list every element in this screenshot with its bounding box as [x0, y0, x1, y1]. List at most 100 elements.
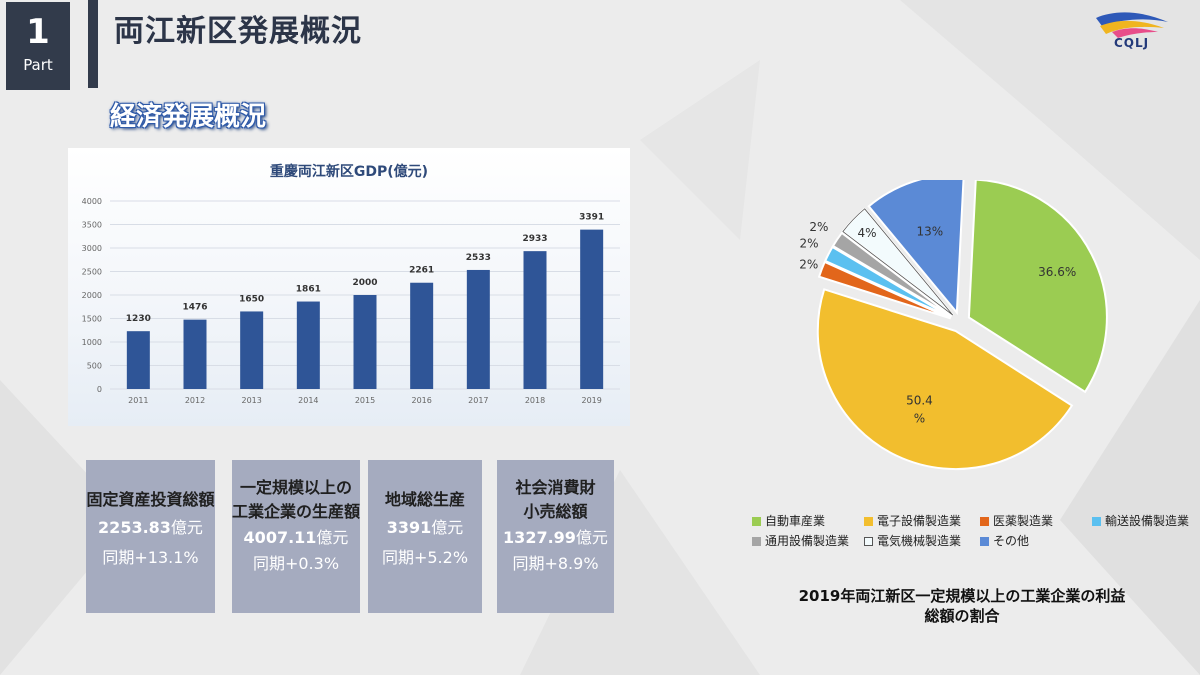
x-tick-label: 2011 [128, 396, 148, 405]
legend-item: 通用設備製造業 [752, 532, 849, 549]
pie-slice [823, 245, 952, 319]
y-tick-label: 3000 [82, 244, 102, 253]
bar [580, 229, 604, 389]
x-tick-label: 2013 [241, 396, 261, 405]
stat-label: 小売総額 [523, 502, 588, 521]
legend-swatch [980, 537, 989, 546]
pie-slice-label: 2% [809, 220, 828, 234]
legend-label: 電子設備製造業 [877, 514, 962, 528]
logo-icon [1096, 12, 1168, 38]
stat-retail-sales: 社会消費財 小売総額 1327.99億元 同期+8.9% [497, 460, 614, 613]
stat-label: 社会消費財 [515, 478, 596, 497]
bar [183, 319, 207, 389]
x-tick-label: 2014 [298, 396, 318, 405]
x-tick-label: 2015 [355, 396, 375, 405]
legend-item: 自動車産業 [752, 512, 825, 529]
y-tick-label: 3500 [82, 221, 102, 230]
stat-change: 同期+0.3% [252, 554, 340, 573]
section-title: 経済発展概況 [110, 102, 267, 132]
legend-swatch [752, 537, 761, 546]
pie-caption-line: 2019年両江新区一定規模以上の工業企業の利益 [798, 587, 1126, 605]
bar-data-label: 2000 [352, 278, 377, 288]
legend-item: その他 [980, 532, 1029, 549]
stat-industrial-output: 一定規模以上の 工業企業の生産額 4007.11億元 同期+0.3% [232, 460, 360, 613]
y-tick-label: 500 [87, 362, 102, 371]
pie-caption: 2019年両江新区一定規模以上の工業企業の利益 総額の割合 [770, 586, 1154, 626]
stat-regional-gdp: 地域総生産 3391億元 同期+5.2% [368, 460, 482, 613]
stat-change: 同期+5.2% [381, 548, 469, 567]
bar-data-label: 1650 [239, 294, 264, 304]
x-tick-label: 2019 [581, 396, 601, 405]
bar-data-label: 1476 [182, 303, 207, 313]
pie-slice [831, 231, 953, 318]
y-tick-label: 2500 [82, 268, 102, 277]
y-tick-label: 1000 [82, 338, 102, 347]
bar-data-label: 1230 [126, 314, 151, 324]
title-divider [88, 0, 98, 88]
bar [296, 301, 320, 389]
pie-slice [817, 260, 952, 320]
pie-slice-label: 2% [799, 237, 818, 251]
y-tick-label: 4000 [82, 197, 102, 206]
stat-value: 4007.11億元 [243, 528, 349, 547]
stat-fixed-investment: 固定資産投資総額 2253.83億元 同期+13.1% [86, 460, 215, 613]
bar [240, 311, 264, 389]
stat-change: 同期+13.1% [102, 548, 199, 567]
profit-pie-chart: 36.6% 50.4% 2% 2% 2% 4% 13% [799, 180, 1108, 471]
bar [353, 295, 377, 389]
pie-slice-label: % [914, 412, 925, 426]
bar-data-label: 1861 [296, 285, 321, 295]
legend-label: 通用設備製造業 [765, 534, 850, 548]
pie-slice [816, 288, 1074, 471]
legend-label: 医薬製造業 [993, 514, 1054, 528]
stat-value: 3391億元 [386, 518, 464, 537]
pie-slice-label: 36.6% [1038, 265, 1076, 279]
pie-slice-label: 4% [858, 226, 877, 240]
legend-item: 医薬製造業 [980, 512, 1053, 529]
pie-slice [867, 180, 965, 316]
bar [523, 251, 547, 389]
y-tick-label: 0 [97, 385, 102, 394]
legend-swatch [980, 517, 989, 526]
legend-label: 自動車産業 [765, 514, 826, 528]
x-tick-label: 2018 [525, 396, 545, 405]
stat-label: 地域総生産 [384, 490, 465, 509]
legend-swatch [864, 537, 873, 546]
legend-label: その他 [993, 534, 1030, 548]
pie-slice-outline [842, 208, 954, 316]
legend-label: 輸送設備製造業 [1105, 514, 1190, 528]
legend-label: 電気機械製造業 [877, 534, 962, 548]
bar [466, 269, 490, 389]
legend-item: 電気機械製造業 [864, 532, 961, 549]
gdp-bar-chart: 重慶両江新区GDP(億元) 0 500 1000 1500 2000 2500 3000 350… [68, 148, 630, 426]
part-badge: 1 Part [6, 2, 70, 90]
bar [410, 282, 434, 389]
legend-item: 輸送設備製造業 [1092, 512, 1189, 529]
stat-change: 同期+8.9% [512, 554, 599, 573]
pie-slice-label: 13% [916, 224, 943, 238]
bar-data-label: 2261 [409, 266, 434, 276]
legend-swatch [752, 517, 761, 526]
chart-title: 重慶両江新区GDP(億元) [270, 163, 428, 180]
y-tick-label: 2000 [82, 291, 102, 300]
stat-value: 1327.99億元 [503, 528, 608, 547]
bar [126, 331, 150, 389]
logo-text: CQLJ [1114, 36, 1150, 50]
page-title: 両江新区発展概況 [114, 14, 362, 49]
y-tick-label: 1500 [82, 315, 102, 324]
stat-value: 2253.83億元 [98, 518, 203, 537]
part-label: Part [23, 56, 53, 74]
x-tick-label: 2017 [468, 396, 488, 405]
pie-caption-line: 総額の割合 [924, 607, 1000, 625]
legend-item: 電子設備製造業 [864, 512, 961, 529]
legend-swatch [864, 517, 873, 526]
part-number: 1 [26, 12, 50, 52]
pie-slice-label: 50.4 [906, 394, 933, 408]
legend-swatch [1092, 517, 1101, 526]
pie-slice-label: 2% [799, 257, 818, 271]
stat-label: 工業企業の生産額 [232, 502, 361, 521]
pie-slice [967, 180, 1108, 394]
gdp-bar-chart-svg: 重慶両江新区GDP(億元) 0 500 1000 1500 2000 2500 3000 350… [82, 163, 620, 405]
bar-data-label: 2933 [522, 234, 547, 244]
